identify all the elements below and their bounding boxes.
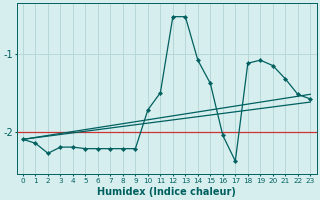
X-axis label: Humidex (Indice chaleur): Humidex (Indice chaleur) (97, 187, 236, 197)
